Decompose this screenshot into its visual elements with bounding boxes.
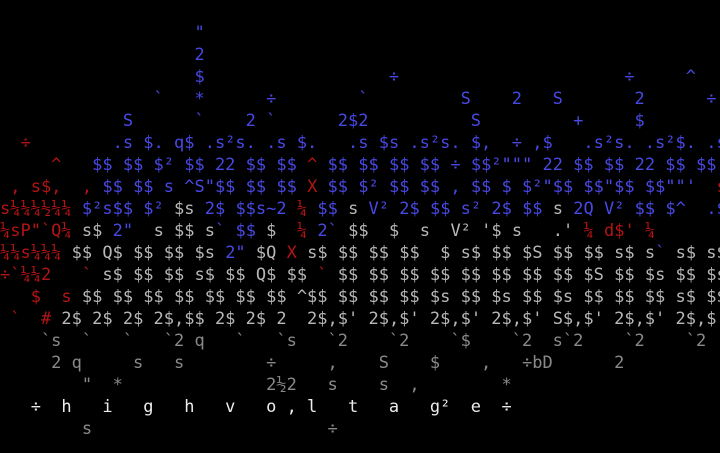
ascii-art-row: " <box>0 22 205 44</box>
ascii-art-segment: " * 2½2 s s , * <box>0 375 512 395</box>
ascii-art-segment: ¼ <box>296 221 318 241</box>
ascii-art-row: `s ` ` `2 q ` `s `2 `2 `$ `2 s`2 `2 `2 "… <box>0 330 720 352</box>
ascii-art-segment: X <box>286 243 297 263</box>
ascii-art-row: ¼¼s¼¼¼ $$ Q$ $$ $$ $s 2" $Q X s$ $$ $$ $… <box>0 242 720 264</box>
ascii-art-segment: " <box>0 23 205 43</box>
ascii-art-segment: $s <box>174 199 205 219</box>
ascii-art-segment: ¼sP"`Q¼ <box>0 221 72 241</box>
ascii-art-segment: ` $$ <box>214 221 267 241</box>
ascii-art-row: ` * ÷ ` S 2 S 2 ÷ <box>0 88 717 110</box>
ascii-art-segment: ^ <box>296 155 318 175</box>
ascii-art-segment: ÷`¼¼2 ` <box>0 265 93 285</box>
ascii-art-row: $ ÷ ÷ ^ <box>0 66 696 88</box>
ascii-art-segment: ¼¼s¼¼¼ <box>0 243 62 263</box>
ascii-art-segment: s$ <box>71 221 113 241</box>
ascii-art-segment: X <box>296 177 318 197</box>
ascii-art-segment: " 2 <box>706 331 720 351</box>
ascii-art-row: ` # 2$ 2$ 2$ 2$,$$ 2$ 2$ 2 2$,$' 2$,$' 2… <box>0 308 720 330</box>
ascii-art-segment: $$ $$ $$ $$ $$ $$ $$ ^$$ $$ $$ $$ $s $$ … <box>71 287 720 307</box>
ascii-art-segment: $$ $$ s ^S"$$ $$ $$ <box>92 177 297 197</box>
ascii-art-segment: ¼ d$' ¼ <box>573 221 656 241</box>
ascii-art-row: S ` 2 ` 2$2 S + $ " <box>0 110 720 132</box>
ascii-art-segment: 2` <box>317 221 349 241</box>
ascii-art-segment: V² 2$ $$ s² 2$ $$ <box>368 199 553 219</box>
ascii-art-segment: 2 <box>0 45 205 65</box>
ascii-art-row: ¼sP"`Q¼ s$ 2" s $$ s` $$ $ ¼ 2` $$ $ s V… <box>0 220 655 242</box>
caption-high-voltage: ÷ h i g h v o , l t a g² e ÷ <box>0 396 512 418</box>
ascii-art-segment: 2Q V² $$ $^ .$ <box>573 199 720 219</box>
ascii-art-segment: s$ $$ $$ $$ $ s$ $$ $S $$ $$ s$ s <box>296 243 656 263</box>
ascii-art-row: 2 q s s ÷ , S $ , ÷bD 2 <box>0 352 624 374</box>
ascii-art-segment: .s $. q$ .s²s. .s $. .s $s .s²s. $, ÷ ,$… <box>30 133 720 153</box>
ascii-art-segment: `s ` ` `2 q ` `s `2 `2 `$ `2 s`2 `2 `2 <box>0 331 707 351</box>
ascii-art-segment: s¼. s <box>696 177 720 197</box>
ascii-art-segment: $Q <box>245 243 287 263</box>
ascii-art-segment: , s$, , <box>0 177 93 197</box>
ascii-art-row: 2 <box>0 44 205 66</box>
ascii-art-segment: s$ s$ <box>675 243 720 263</box>
ascii-art-row: s ÷ <box>0 418 338 440</box>
ascii-art-segment: ` <box>307 265 328 285</box>
ascii-art-segment: ÷ h i g h v o , l t a g² e ÷ <box>0 397 512 417</box>
ascii-art-segment: ^ <box>0 155 62 175</box>
ascii-art-segment: 2" <box>112 221 154 241</box>
ascii-art-segment: $ s <box>0 287 72 307</box>
ascii-art-segment: 2 q s s ÷ , S $ , ÷bD 2 <box>0 353 625 373</box>
ascii-art-segment: 2$ 2$ 2$ 2$,$$ 2$ 2$ 2 2$,$' 2$,$' 2$,$'… <box>51 309 720 329</box>
ascii-art-segment: s ÷ <box>0 419 338 439</box>
ascii-art-row: $ s $$ $$ $$ $$ $$ $$ $$ ^$$ $$ $$ $$ $s… <box>0 286 720 308</box>
ascii-art-segment: $²s$$ $² <box>71 199 175 219</box>
ascii-art-segment: s <box>348 199 369 219</box>
ascii-art-segment: $$ $ s V² '$ s .' <box>348 221 574 241</box>
ascii-art-segment: ` <box>655 243 666 263</box>
ascii-art-segment: 2$ $$s~2 <box>204 199 297 219</box>
ascii-art-segment: $ <box>266 221 297 241</box>
ascii-art-row: , s$, , $$ $$ s ^S"$$ $$ $$ X $$ $² $$ $… <box>0 176 720 198</box>
ascii-art-segment: $$ $$ $$ $$ ÷ $$²""" 22 $$ $$ 22 $$ $$ <box>317 155 717 175</box>
ascii-art-segment: $ ÷ ÷ ^ <box>0 67 696 87</box>
ascii-art-segment: $$ Q$ $$ $$ $s <box>61 243 226 263</box>
ascii-art-row: s¼¼¼½¼¼ $²s$$ $² $s 2$ $$s~2 ¼ $$ s V² 2… <box>0 198 720 220</box>
ascii-art-segment: s <box>552 199 574 219</box>
ascii-art-segment: ` * ÷ ` S 2 S 2 ÷ <box>0 89 717 109</box>
ascii-art-row: ÷ .s $. q$ .s²s. .s $. .s $s .s²s. $, ÷ … <box>0 132 720 154</box>
ascii-art-segment: $$ $$ $² $$ 22 $$ $$ <box>61 155 297 175</box>
ascii-art-segment: 2" <box>225 243 246 263</box>
ascii-art-segment: $$ <box>307 199 349 219</box>
ascii-art-segment: ` # <box>0 309 52 329</box>
ascii-art-segment: ¼ <box>296 199 308 219</box>
ascii-art-segment: s¼¼¼½¼¼ <box>0 199 72 219</box>
ascii-art-segment: V s = <box>716 155 720 175</box>
ascii-art-segment: ÷ <box>0 133 31 153</box>
ascii-art-row: ÷`¼¼2 ` s$ $$ $$ s$ $$ Q$ $$ ` $$ $$ $$ … <box>0 264 720 286</box>
ascii-art-segment: " <box>645 111 720 131</box>
ascii-art-row: ^ $$ $$ $² $$ 22 $$ $$ ^ $$ $$ $$ $$ ÷ $… <box>0 154 720 176</box>
ascii-art-segment: S ` 2 ` 2$2 S + $ <box>0 111 645 131</box>
ascii-art-segment: s $$ s <box>153 221 215 241</box>
ascii-art-segment: s$ $$ $$ s$ $$ Q$ $$ <box>92 265 308 285</box>
ascii-art-segment: $$ $² $$ $$ , $$ $ $²"$$ $$"$$ $$""' <box>317 177 697 197</box>
ascii-art-row: " * 2½2 s s , * <box>0 374 512 396</box>
ascii-art-segment: $$ $$ $$ $$ $$ $$ $$ $$ $S $$ $s $$ $s $… <box>337 265 720 285</box>
